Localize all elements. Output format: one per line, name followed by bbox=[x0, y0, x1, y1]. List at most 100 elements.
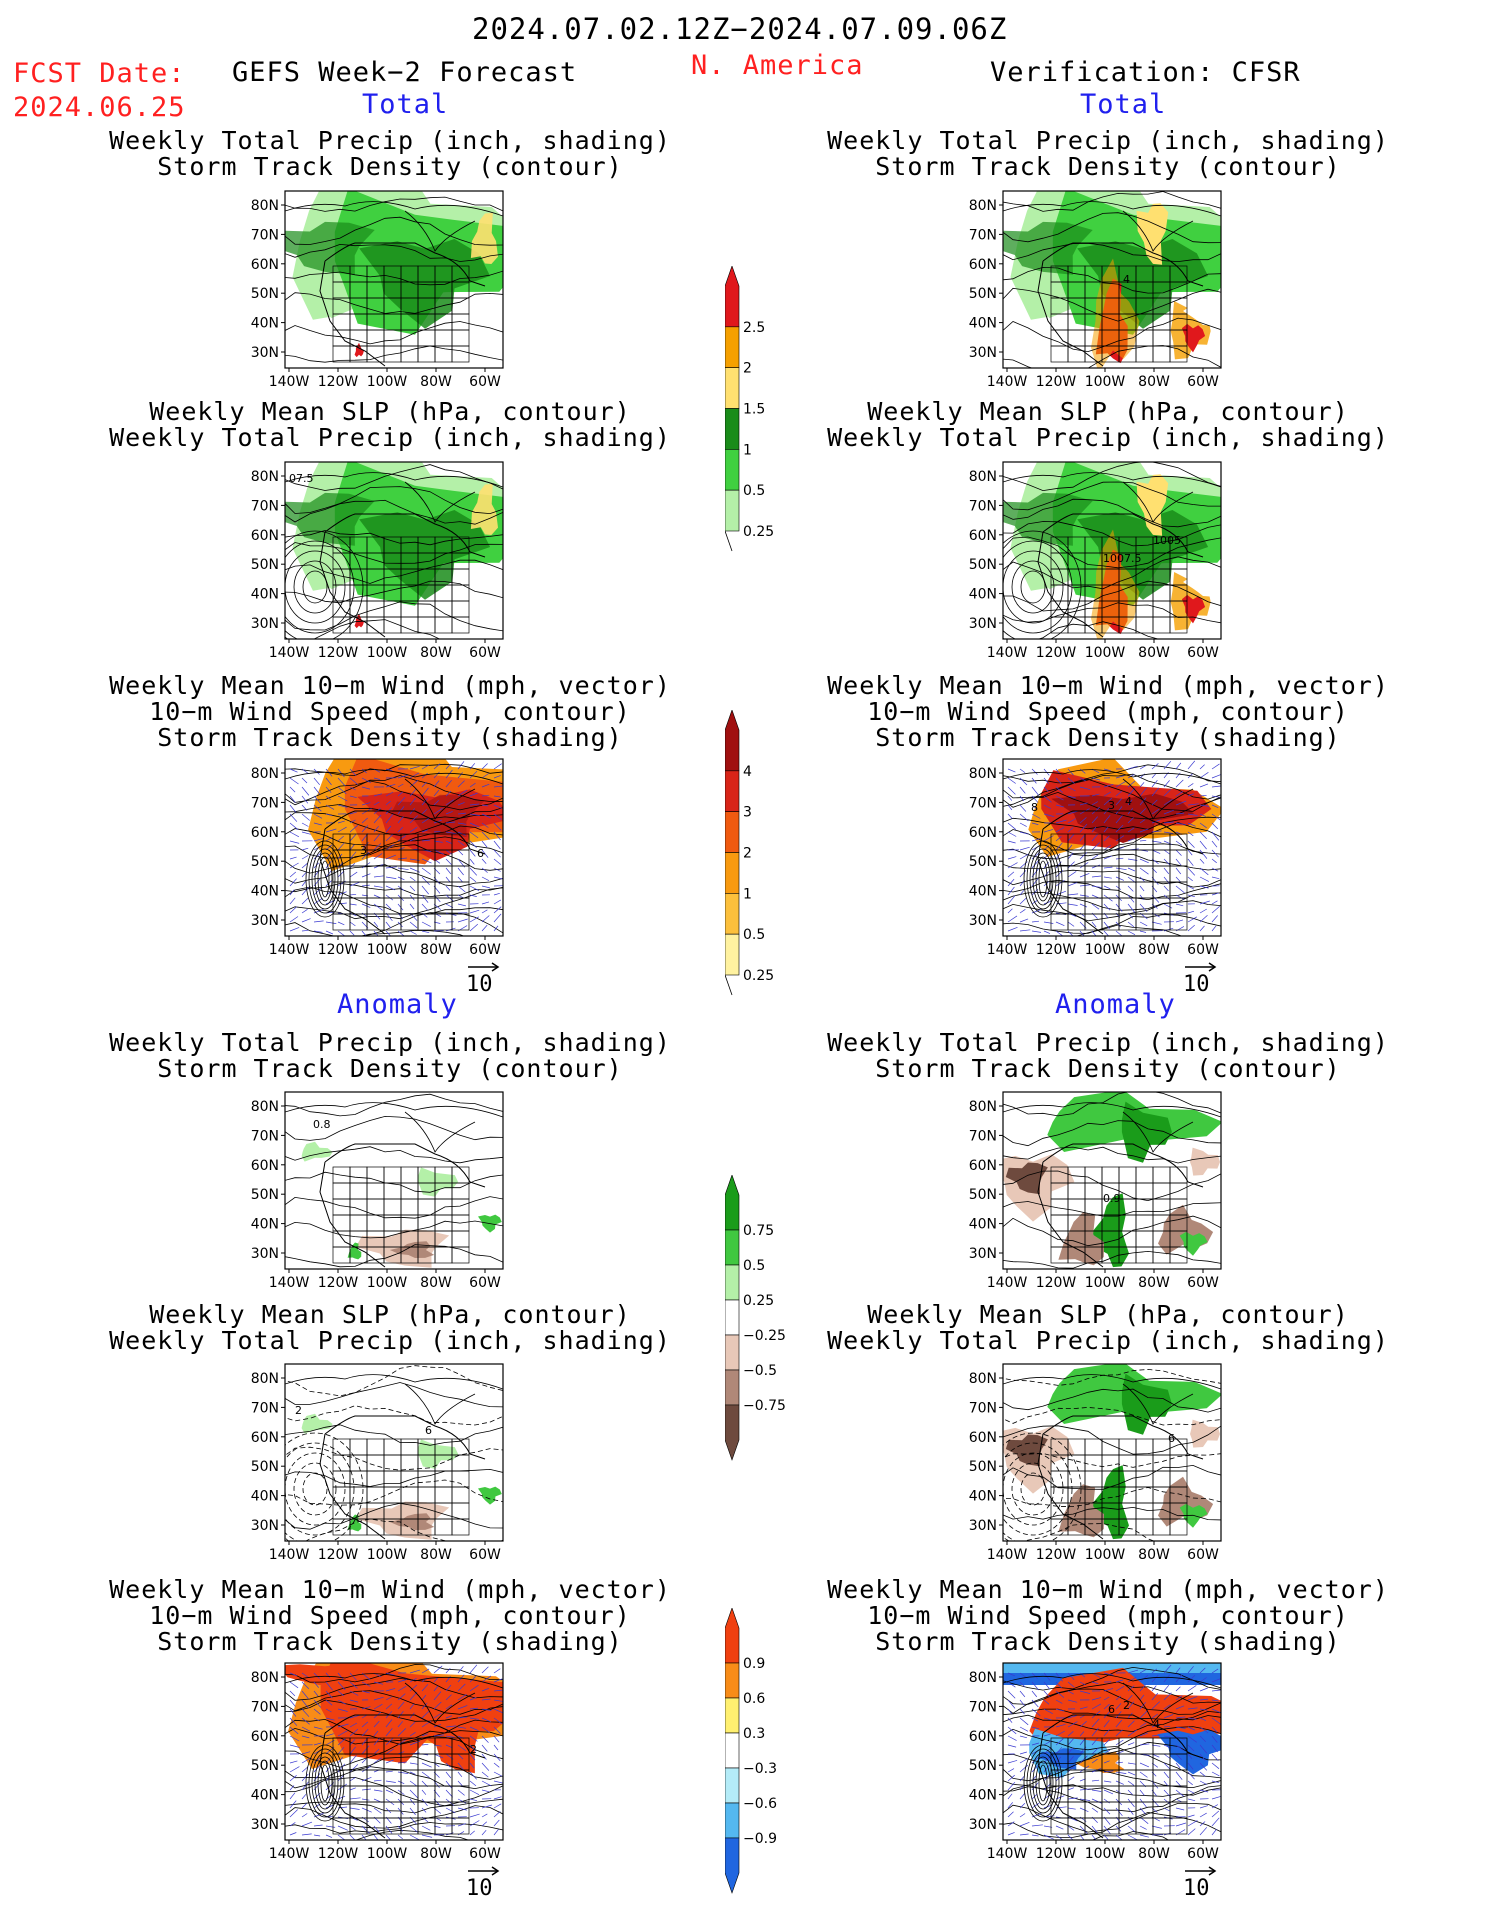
colorbar-label: 0.25 bbox=[743, 524, 774, 540]
lat-label: 70N bbox=[969, 1400, 997, 1416]
vector-ref-r2: 10 bbox=[1183, 1866, 1219, 1901]
lon-label: 140W bbox=[269, 1547, 310, 1563]
title-line: Weekly Total Precip (inch, shading) bbox=[827, 1028, 1389, 1057]
lon-label: 140W bbox=[987, 1275, 1028, 1291]
colorbar-label: 0.9 bbox=[743, 1656, 765, 1672]
lat-label: 80N bbox=[251, 1670, 279, 1686]
lat-label: 40N bbox=[969, 1489, 997, 1505]
lat-label: 80N bbox=[969, 1099, 997, 1115]
lon-label: 100W bbox=[367, 645, 408, 661]
colorbar-label: 1 bbox=[743, 886, 752, 902]
lon-label: 60W bbox=[469, 1846, 501, 1862]
lat-label: 40N bbox=[969, 587, 997, 603]
lat-label: 80N bbox=[969, 1371, 997, 1387]
lat-label: 70N bbox=[969, 227, 997, 243]
vector-ref-l2: 10 bbox=[466, 1866, 502, 1901]
colorbar-label: −0.9 bbox=[743, 1831, 777, 1847]
contour-label: 6 bbox=[1168, 1432, 1175, 1445]
title-r2: Weekly Mean SLP (hPa, contour) Weekly Tot… bbox=[798, 399, 1418, 451]
vector-ref-value: 10 bbox=[1183, 972, 1210, 997]
colorbar-label: 2 bbox=[743, 846, 752, 862]
lon-label: 80W bbox=[1138, 1275, 1170, 1291]
lon-label: 100W bbox=[367, 1275, 408, 1291]
lon-label: 120W bbox=[318, 1547, 359, 1563]
map-panel-l5: 2 6 80N 70N 60N 50N 40N 30N 140W 120W 100W 80W 60W bbox=[245, 1363, 511, 1567]
lat-label: 30N bbox=[969, 1518, 997, 1534]
lat-label: 60N bbox=[969, 1729, 997, 1745]
title-line: 10−m Wind Speed (mph, contour) bbox=[149, 1601, 631, 1630]
lat-label: 80N bbox=[251, 469, 279, 485]
lon-label: 100W bbox=[367, 942, 408, 958]
lat-label: 30N bbox=[251, 1518, 279, 1534]
title-l1: Weekly Total Precip (inch, shading) Storm… bbox=[80, 128, 700, 180]
lon-label: 140W bbox=[269, 374, 310, 390]
contour-label: 07.5 bbox=[289, 472, 314, 485]
lon-label: 60W bbox=[1187, 1846, 1219, 1862]
lon-label: 120W bbox=[318, 374, 359, 390]
map-svg: 80N 70N 60N 50N 40N 30N 140W 120W 100W 80W 60W bbox=[251, 190, 504, 390]
title-line: Weekly Mean 10−m Wind (mph, vector) bbox=[827, 671, 1389, 700]
lat-label: 50N bbox=[251, 854, 279, 870]
map-panel-l4: 0.8 80N 70N 60N 50N 40N 30N 140W 120W 100W 80W 60W bbox=[245, 1091, 511, 1295]
lon-label: 120W bbox=[1036, 374, 1077, 390]
map-svg: 6 80N 70N 60N 50N 40N 30N 140W 120W 100W 80W 60W bbox=[969, 1363, 1222, 1563]
title-line: Weekly Mean 10−m Wind (mph, vector) bbox=[109, 671, 671, 700]
colorbar-label: 0.25 bbox=[743, 968, 774, 984]
contour-label: 4 bbox=[1153, 1718, 1160, 1731]
contour-label: 6 bbox=[477, 847, 484, 860]
lat-label: 30N bbox=[969, 616, 997, 632]
arrow-right-icon bbox=[1185, 1866, 1217, 1876]
lon-label: 100W bbox=[1085, 1846, 1126, 1862]
lon-label: 100W bbox=[367, 1846, 408, 1862]
title-line: Weekly Total Precip (inch, shading) bbox=[109, 423, 671, 452]
contour-label: 4 bbox=[1125, 795, 1132, 808]
lat-label: 40N bbox=[251, 884, 279, 900]
colorbar-label: 4 bbox=[743, 764, 752, 780]
lon-label: 120W bbox=[1036, 645, 1077, 661]
lon-label: 100W bbox=[1085, 1547, 1126, 1563]
title-line: Weekly Total Precip (inch, shading) bbox=[109, 1028, 671, 1057]
title-line: Storm Track Density (contour) bbox=[157, 1054, 623, 1083]
lat-label: 40N bbox=[251, 1489, 279, 1505]
lat-label: 40N bbox=[251, 1788, 279, 1804]
lon-label: 120W bbox=[318, 942, 359, 958]
lon-label: 80W bbox=[420, 942, 452, 958]
title-r4: Weekly Total Precip (inch, shading) Storm… bbox=[798, 1030, 1418, 1082]
lon-label: 100W bbox=[1085, 645, 1126, 661]
left-title: GEFS Week−2 Forecast bbox=[232, 57, 578, 88]
map-svg: 07.5 80N 70N 60N 50N 40N 30N 140W 120W 100W 80W 60W bbox=[251, 461, 504, 661]
colorbar-label: 1 bbox=[743, 442, 752, 458]
lat-label: 50N bbox=[251, 1758, 279, 1774]
map-panel-r2: 1005 1007.5 80N 70N 60N 50N 40N 30N 140W 120W 100W… bbox=[963, 461, 1229, 665]
contour-label: 4 bbox=[1123, 273, 1130, 286]
lat-label: 50N bbox=[969, 557, 997, 573]
lat-label: 80N bbox=[251, 198, 279, 214]
lat-label: 70N bbox=[969, 1699, 997, 1715]
lon-label: 120W bbox=[1036, 1547, 1077, 1563]
colorbar-track-total: 4 3 2 1 0.5 0.25 bbox=[724, 709, 795, 1004]
lat-label: 40N bbox=[251, 587, 279, 603]
lat-label: 70N bbox=[251, 227, 279, 243]
lat-label: 80N bbox=[969, 1670, 997, 1686]
title-line: Weekly Mean 10−m Wind (mph, vector) bbox=[109, 1575, 671, 1604]
map-svg: 0.9 80N 70N 60N 50N 40N 30N 140W 120W 100W 80W 60W bbox=[969, 1091, 1222, 1291]
lat-label: 70N bbox=[969, 1128, 997, 1144]
map-svg: 2 80N 70N 60N 50N 40N 30N 140W 120W 100W 80W 60W bbox=[251, 1662, 504, 1862]
lon-label: 140W bbox=[269, 645, 310, 661]
lat-label: 40N bbox=[251, 1217, 279, 1233]
lon-label: 80W bbox=[420, 374, 452, 390]
lon-label: 100W bbox=[1085, 942, 1126, 958]
lon-label: 120W bbox=[318, 1275, 359, 1291]
lon-label: 120W bbox=[1036, 942, 1077, 958]
map-panel-r5: 6 80N 70N 60N 50N 40N 30N 140W 120W 100W 80W 60W bbox=[963, 1363, 1229, 1567]
title-r1: Weekly Total Precip (inch, shading) Storm… bbox=[798, 128, 1418, 180]
lon-label: 120W bbox=[318, 645, 359, 661]
contour-label: 6 bbox=[425, 1424, 432, 1437]
lon-label: 140W bbox=[987, 1547, 1028, 1563]
colorbar-label: 0.6 bbox=[743, 1691, 765, 1707]
contour-label: 0.9 bbox=[1103, 1192, 1121, 1205]
lon-label: 100W bbox=[367, 1547, 408, 1563]
lat-label: 30N bbox=[969, 345, 997, 361]
colorbar-label: 0.5 bbox=[743, 483, 765, 499]
colorbar-track-anom: 0.9 0.6 0.3 −0.3 −0.6 −0.9 bbox=[724, 1607, 795, 1902]
